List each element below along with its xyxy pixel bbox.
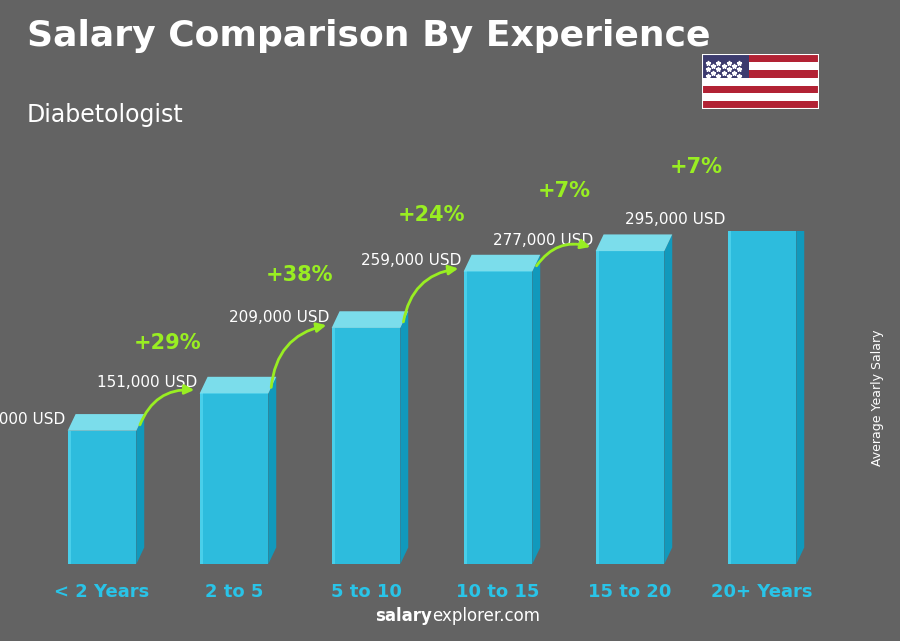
Bar bbox=[702, 78, 819, 86]
Bar bbox=[702, 54, 819, 62]
Polygon shape bbox=[664, 235, 672, 564]
Text: +7%: +7% bbox=[537, 181, 590, 201]
Polygon shape bbox=[532, 254, 540, 564]
Polygon shape bbox=[68, 431, 136, 564]
Text: Diabetologist: Diabetologist bbox=[27, 103, 184, 126]
Bar bbox=[702, 86, 819, 94]
Text: 15 to 20: 15 to 20 bbox=[589, 583, 671, 601]
Text: 259,000 USD: 259,000 USD bbox=[361, 253, 461, 268]
Bar bbox=[702, 54, 749, 78]
Text: +29%: +29% bbox=[134, 333, 202, 353]
Text: 10 to 15: 10 to 15 bbox=[456, 583, 540, 601]
Polygon shape bbox=[728, 231, 731, 564]
Polygon shape bbox=[136, 414, 144, 564]
Bar bbox=[702, 101, 819, 109]
Text: 151,000 USD: 151,000 USD bbox=[97, 375, 197, 390]
Polygon shape bbox=[464, 271, 466, 564]
Polygon shape bbox=[68, 414, 144, 431]
Text: 295,000 USD: 295,000 USD bbox=[625, 212, 725, 228]
Text: 5 to 10: 5 to 10 bbox=[330, 583, 401, 601]
Text: +38%: +38% bbox=[266, 265, 334, 285]
Polygon shape bbox=[728, 231, 796, 564]
Bar bbox=[702, 62, 819, 70]
Text: +7%: +7% bbox=[670, 158, 723, 178]
Polygon shape bbox=[796, 214, 805, 564]
Text: 2 to 5: 2 to 5 bbox=[205, 583, 263, 601]
Polygon shape bbox=[464, 271, 532, 564]
Polygon shape bbox=[68, 431, 70, 564]
Text: Salary Comparison By Experience: Salary Comparison By Experience bbox=[27, 19, 710, 53]
Polygon shape bbox=[596, 251, 599, 564]
Polygon shape bbox=[596, 235, 672, 251]
Polygon shape bbox=[268, 377, 276, 564]
Polygon shape bbox=[332, 328, 400, 564]
Polygon shape bbox=[200, 394, 268, 564]
Polygon shape bbox=[400, 312, 409, 564]
Text: explorer.com: explorer.com bbox=[432, 607, 540, 625]
Polygon shape bbox=[464, 254, 540, 271]
Bar bbox=[702, 70, 819, 78]
Polygon shape bbox=[332, 328, 335, 564]
Bar bbox=[702, 94, 819, 101]
Text: < 2 Years: < 2 Years bbox=[54, 583, 149, 601]
Text: 277,000 USD: 277,000 USD bbox=[493, 233, 593, 248]
Text: 118,000 USD: 118,000 USD bbox=[0, 412, 65, 428]
Polygon shape bbox=[596, 251, 664, 564]
Text: Average Yearly Salary: Average Yearly Salary bbox=[871, 329, 884, 465]
Text: salary: salary bbox=[375, 607, 432, 625]
Polygon shape bbox=[200, 377, 276, 394]
Polygon shape bbox=[200, 394, 202, 564]
Polygon shape bbox=[332, 312, 409, 328]
Polygon shape bbox=[728, 214, 805, 231]
Text: 209,000 USD: 209,000 USD bbox=[229, 310, 329, 324]
Text: +24%: +24% bbox=[398, 204, 466, 225]
Text: 20+ Years: 20+ Years bbox=[711, 583, 813, 601]
